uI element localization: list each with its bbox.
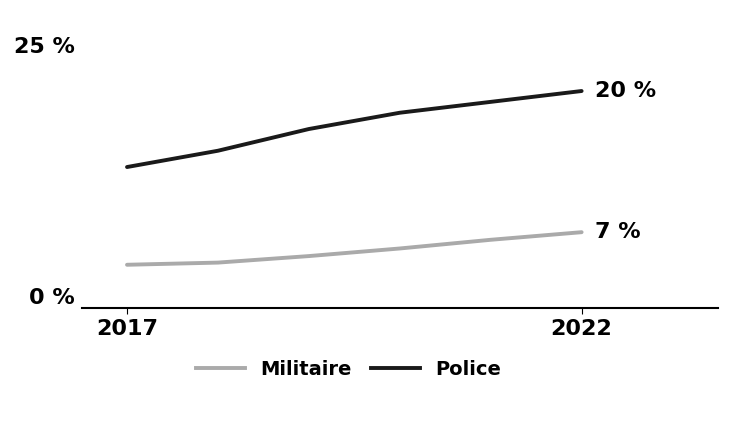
Legend: Militaire, Police: Militaire, Police — [188, 352, 509, 386]
Text: 20 %: 20 % — [595, 81, 656, 101]
Text: 25 %: 25 % — [15, 37, 75, 57]
Text: 7 %: 7 % — [595, 222, 641, 242]
Text: 0 %: 0 % — [29, 288, 75, 308]
